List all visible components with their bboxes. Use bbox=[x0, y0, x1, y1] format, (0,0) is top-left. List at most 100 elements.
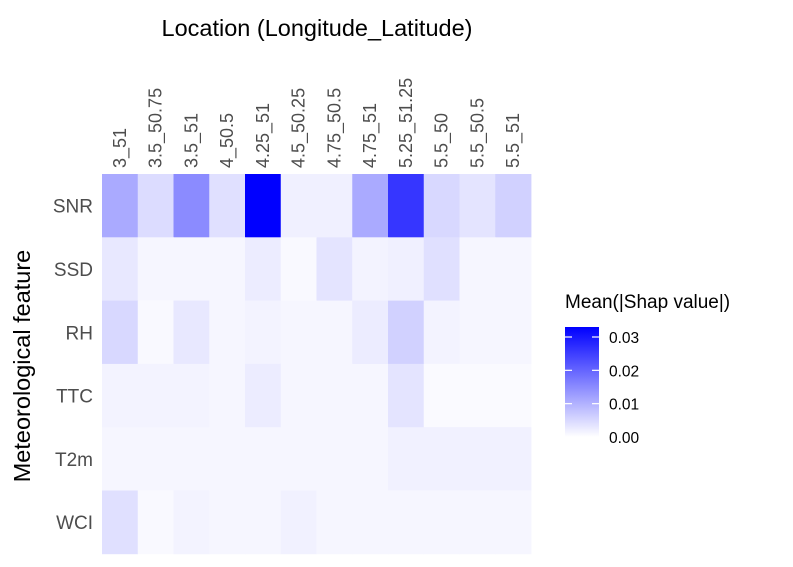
heatmap-cell bbox=[173, 363, 210, 428]
heatmap-cell bbox=[280, 300, 317, 365]
x-axis-title: Location (Longitude_Latitude) bbox=[162, 15, 473, 41]
heatmap-cell bbox=[137, 237, 174, 301]
heatmap-cell bbox=[459, 174, 496, 238]
y-tick-label: WCI bbox=[56, 513, 93, 534]
heatmap-cell bbox=[173, 174, 210, 238]
heatmap-cell bbox=[209, 237, 246, 301]
heatmap-cell bbox=[280, 427, 317, 491]
heatmap-cell bbox=[280, 237, 317, 301]
heatmap-cell bbox=[388, 363, 425, 428]
x-tick-label: 3.5_51 bbox=[181, 113, 202, 168]
heatmap-cell bbox=[102, 174, 139, 238]
heatmap-cell bbox=[245, 427, 282, 491]
heatmap-cell bbox=[137, 427, 174, 491]
x-tick-label: 5.5_50.5 bbox=[467, 98, 488, 168]
heatmap-cell bbox=[280, 363, 317, 428]
legend-tick-label: 0.01 bbox=[609, 397, 639, 414]
heatmap-cell bbox=[459, 300, 496, 365]
x-tick-label: 4.25_51 bbox=[253, 103, 274, 168]
heatmap-cell bbox=[388, 237, 425, 301]
y-tick-label: RH bbox=[66, 323, 93, 344]
heatmap-cell bbox=[316, 300, 353, 365]
y-tick-label: T2m bbox=[55, 450, 93, 471]
heatmap-cell bbox=[316, 490, 353, 555]
heatmap-cell bbox=[173, 490, 210, 555]
heatmap-cell bbox=[316, 427, 353, 491]
heatmap-cell bbox=[495, 363, 532, 428]
heatmap-cell bbox=[352, 174, 389, 238]
x-tick-label: 4_50.5 bbox=[217, 113, 238, 168]
y-tick-labels: SNR SSD RH TTC T2m WCI bbox=[53, 197, 93, 535]
heatmap-cell bbox=[388, 300, 425, 365]
heatmap-cells bbox=[102, 174, 532, 555]
heatmap-cell bbox=[245, 237, 282, 301]
legend: Mean(|Shap value|) 0.00 0.01 0.02 0.03 bbox=[565, 292, 730, 447]
heatmap-cell bbox=[245, 490, 282, 555]
heatmap-cell bbox=[423, 490, 460, 555]
heatmap-cell bbox=[388, 427, 425, 491]
y-tick-label: SNR bbox=[53, 197, 93, 218]
x-tick-label: 3.5_50.75 bbox=[146, 88, 167, 168]
legend-tick-label: 0.02 bbox=[609, 363, 639, 380]
heatmap-cell bbox=[245, 300, 282, 365]
heatmap-cell bbox=[209, 174, 246, 238]
heatmap-cell bbox=[495, 237, 532, 301]
heatmap-cell bbox=[102, 490, 139, 555]
heatmap-cell bbox=[245, 174, 282, 238]
heatmap-cell bbox=[352, 490, 389, 555]
y-axis-title: Meteorological feature bbox=[9, 250, 35, 483]
heatmap-cell bbox=[245, 363, 282, 428]
legend-color-bar bbox=[565, 327, 599, 437]
heatmap-cell bbox=[209, 300, 246, 365]
heatmap-cell bbox=[352, 237, 389, 301]
heatmap-cell bbox=[137, 300, 174, 365]
x-tick-label: 4.75_50.5 bbox=[324, 88, 345, 168]
heatmap-cell bbox=[316, 174, 353, 238]
x-tick-label: 5.5_51 bbox=[503, 113, 524, 168]
heatmap-cell bbox=[209, 363, 246, 428]
y-tick-label: SSD bbox=[54, 260, 93, 281]
heatmap-cell bbox=[102, 237, 139, 301]
heatmap-cell bbox=[137, 174, 174, 238]
legend-tick-label: 0.00 bbox=[609, 430, 640, 447]
heatmap-cell bbox=[137, 363, 174, 428]
x-tick-label: 4.5_50.25 bbox=[289, 88, 310, 168]
heatmap-cell bbox=[388, 174, 425, 238]
legend-ticks: 0.00 0.01 0.02 0.03 bbox=[565, 330, 640, 447]
x-tick-label: 3_51 bbox=[110, 128, 131, 168]
heatmap-cell bbox=[423, 174, 460, 238]
heatmap-cell bbox=[459, 363, 496, 428]
x-tick-label: 4.75_51 bbox=[360, 103, 381, 168]
x-tick-labels: 3_51 3.5_50.75 3.5_51 4_50.5 4.25_51 4.5_50.2… bbox=[110, 78, 524, 168]
legend-tick-label: 0.03 bbox=[609, 330, 639, 347]
heatmap-cell bbox=[352, 300, 389, 365]
legend-title: Mean(|Shap value|) bbox=[565, 292, 730, 313]
heatmap-cell bbox=[423, 237, 460, 301]
heatmap-cell bbox=[459, 427, 496, 491]
heatmap-cell bbox=[209, 490, 246, 555]
heatmap-cell bbox=[495, 490, 532, 555]
heatmap-cell bbox=[423, 363, 460, 428]
heatmap-cell bbox=[495, 300, 532, 365]
heatmap-cell bbox=[137, 490, 174, 555]
heatmap-cell bbox=[423, 427, 460, 491]
heatmap-cell bbox=[495, 174, 532, 238]
heatmap-cell bbox=[280, 174, 317, 238]
heatmap-cell bbox=[316, 237, 353, 301]
heatmap-cell bbox=[173, 427, 210, 491]
y-tick-label: TTC bbox=[56, 387, 93, 408]
heatmap-cell bbox=[388, 490, 425, 555]
heatmap-cell bbox=[280, 490, 317, 555]
heatmap-cell bbox=[173, 237, 210, 301]
heatmap-cell bbox=[423, 300, 460, 365]
heatmap-cell bbox=[173, 300, 210, 365]
heatmap-cell bbox=[102, 427, 139, 491]
heatmap-cell bbox=[459, 490, 496, 555]
heatmap-cell bbox=[352, 363, 389, 428]
x-tick-label: 5.5_50 bbox=[432, 113, 453, 168]
heatmap-cell bbox=[495, 427, 532, 491]
heatmap-cell bbox=[209, 427, 246, 491]
heatmap-cell bbox=[459, 237, 496, 301]
heatmap-cell bbox=[352, 427, 389, 491]
